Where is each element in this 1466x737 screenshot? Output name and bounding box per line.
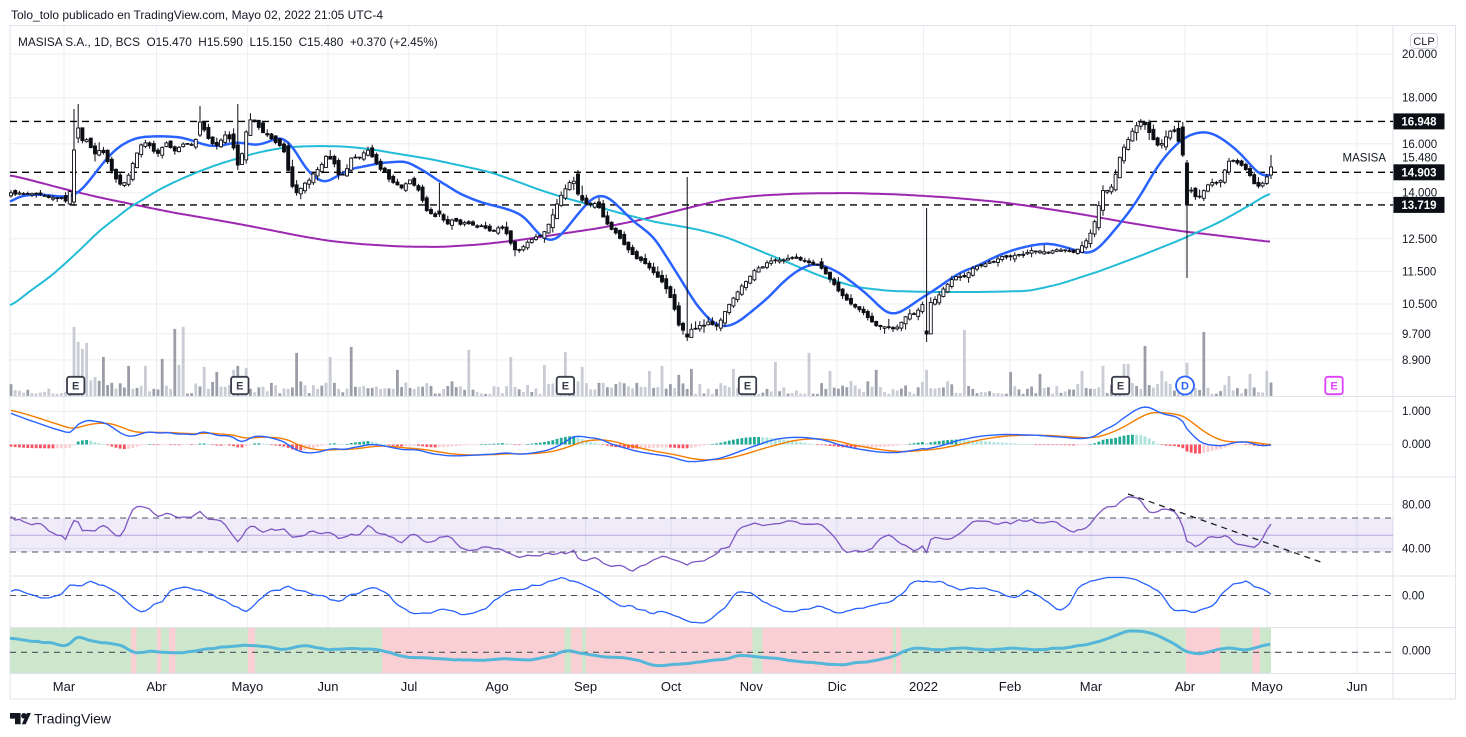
svg-text:E: E [1117,381,1124,393]
svg-text:8.900: 8.900 [1402,355,1431,367]
svg-text:Mar: Mar [1080,679,1103,694]
svg-text:1.000: 1.000 [1402,406,1431,418]
svg-text:Abr: Abr [1175,679,1196,694]
svg-text:MASISA S.A., 1D, BCS O15.470: MASISA S.A., 1D, BCS O15.470 H15.590 L15… [18,35,438,49]
svg-text:Sep: Sep [574,679,597,694]
svg-text:Tolo_tolo publicado en Trading: Tolo_tolo publicado en TradingView.com, … [11,8,383,22]
svg-text:D: D [1181,381,1189,393]
svg-text:Jun: Jun [318,679,339,694]
svg-text:TradingView: TradingView [34,711,112,727]
svg-text:E: E [236,381,243,393]
svg-text:14.903: 14.903 [1401,167,1436,179]
svg-text:16.948: 16.948 [1401,116,1437,128]
svg-text:0.000: 0.000 [1402,646,1431,658]
svg-text:Jun: Jun [1347,679,1368,694]
svg-text:Mar: Mar [53,679,76,694]
svg-text:12.500: 12.500 [1402,234,1437,246]
svg-text:18.000: 18.000 [1402,93,1437,105]
svg-text:10.500: 10.500 [1402,299,1437,311]
svg-text:E: E [562,381,569,393]
svg-text:MASISA: MASISA [1343,152,1387,164]
svg-text:Oct: Oct [661,679,682,694]
svg-text:9.700: 9.700 [1402,329,1431,341]
svg-text:16.000: 16.000 [1402,139,1437,151]
svg-text:40.00: 40.00 [1402,544,1431,556]
svg-text:15.480: 15.480 [1402,152,1437,164]
svg-text:E: E [744,381,751,393]
svg-text:Abr: Abr [146,679,167,694]
svg-text:Dic: Dic [828,679,847,694]
svg-text:Mayo: Mayo [232,679,264,694]
svg-text:2022: 2022 [909,679,938,694]
svg-text:20.000: 20.000 [1402,49,1437,61]
svg-text:80.00: 80.00 [1402,499,1431,511]
svg-text:Nov: Nov [740,679,764,694]
svg-text:11.500: 11.500 [1402,266,1436,278]
svg-text:Mayo: Mayo [1251,679,1283,694]
svg-text:0.00: 0.00 [1402,591,1424,603]
svg-text:E: E [1330,381,1337,393]
svg-text:Jul: Jul [401,679,418,694]
svg-text:Ago: Ago [485,679,508,694]
svg-text:E: E [72,381,79,393]
svg-text:CLP: CLP [1413,36,1434,48]
svg-text:14.000: 14.000 [1402,188,1437,200]
svg-text:0.000: 0.000 [1402,439,1431,451]
svg-text:Feb: Feb [999,679,1021,694]
svg-text:13.719: 13.719 [1401,200,1436,212]
